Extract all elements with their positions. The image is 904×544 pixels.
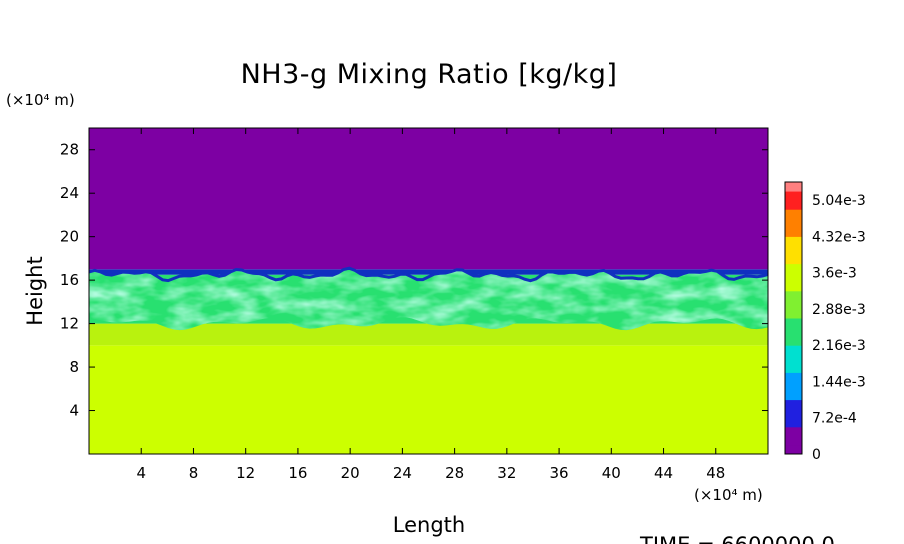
colorbar-band [785, 227, 802, 237]
plot-area [89, 128, 768, 454]
colorbar-band [785, 417, 802, 428]
colorbar-band [785, 390, 802, 401]
colorbar-band [785, 408, 802, 419]
colorbar-band [785, 336, 802, 346]
x-tick-label: 48 [706, 464, 725, 482]
y-tick-label: 12 [60, 315, 79, 333]
colorbar-band [785, 345, 802, 355]
colorbar-band [785, 444, 802, 455]
colorbar-band [785, 372, 802, 382]
colorbar-band [785, 399, 802, 410]
x-tick-label: 16 [288, 464, 307, 482]
colorbar-band [785, 218, 802, 228]
y-axis-label: Height [23, 256, 47, 325]
x-tick-label: 20 [341, 464, 360, 482]
colorbar-tick-label: 7.2e-4 [812, 411, 857, 427]
colorbar-band [785, 200, 802, 210]
colorbar-tick-label: 2.88e-3 [812, 302, 866, 318]
colorbar-band [785, 435, 802, 446]
y-ticks: 4 8 12 16 20 24 28 [60, 141, 768, 420]
x-tick-label: 8 [189, 464, 199, 482]
colorbar-tick-label: 0 [812, 447, 821, 463]
layer-4 [89, 128, 768, 270]
colorbar-band [785, 281, 802, 292]
plot-frame [88, 127, 769, 455]
colorbar-band [785, 236, 802, 246]
colorbar-band [785, 272, 802, 283]
x-axis-label: Length [393, 513, 465, 537]
colorbar-frame [784, 181, 803, 455]
colorbar-band [785, 354, 802, 364]
colorbar-tick-label: 4.32e-3 [812, 229, 866, 245]
layer-1 [89, 323, 768, 346]
x-ticks: 4 8 12 16 20 24 28 32 36 40 44 48 [136, 128, 725, 482]
colorbar-band [785, 245, 802, 256]
y-tick-label: 4 [69, 402, 79, 420]
layer-0 [89, 345, 768, 454]
y-tick-label: 20 [60, 228, 79, 246]
colorbar-band [785, 263, 802, 274]
x-tick-label: 32 [497, 464, 516, 482]
y-axis-unit: (×10⁴ m) [6, 91, 75, 109]
mixing-texture [89, 268, 768, 331]
colorbar: 0 7.2e-4 1.44e-3 2.16e-3 2.88e-3 3.6e-3 4.32e-… [784, 181, 866, 463]
colorbar-band [785, 318, 802, 328]
y-tick-label: 24 [60, 184, 79, 202]
colorbar-tick-label: 1.44e-3 [812, 374, 866, 390]
colorbar-band [785, 381, 802, 392]
y-tick-label: 28 [60, 141, 79, 159]
time-label: TIME = 6600000.0 [639, 533, 835, 544]
layer-3 [89, 269, 768, 275]
colorbar-band [785, 308, 802, 319]
x-tick-label: 36 [550, 464, 569, 482]
colorbar-tick-label: 3.6e-3 [812, 266, 857, 282]
x-tick-label: 24 [393, 464, 412, 482]
y-tick-label: 8 [69, 358, 79, 376]
colorbar-tick-label: 5.04e-3 [812, 193, 866, 209]
y-tick-label: 16 [60, 271, 79, 289]
colorbar-band [785, 290, 802, 301]
ammonia-front [89, 266, 768, 283]
x-tick-label: 44 [654, 464, 673, 482]
colorbar-band [785, 182, 802, 192]
x-tick-label: 4 [136, 464, 146, 482]
colorbar-band [785, 327, 802, 337]
colorbar-band [785, 363, 802, 373]
colorbar-band [785, 426, 802, 437]
x-tick-label: 28 [445, 464, 464, 482]
colorbar-band [785, 191, 802, 201]
x-axis-unit: (×10⁴ m) [694, 486, 763, 504]
x-tick-label: 40 [602, 464, 621, 482]
colorbar-band [785, 299, 802, 310]
colorbar-band [785, 254, 802, 265]
colorbar-band [785, 209, 802, 219]
x-tick-label: 12 [236, 464, 255, 482]
chart-title: NH3-g Mixing Ratio [kg/kg] [241, 59, 618, 90]
colorbar-tick-label: 2.16e-3 [812, 338, 866, 354]
